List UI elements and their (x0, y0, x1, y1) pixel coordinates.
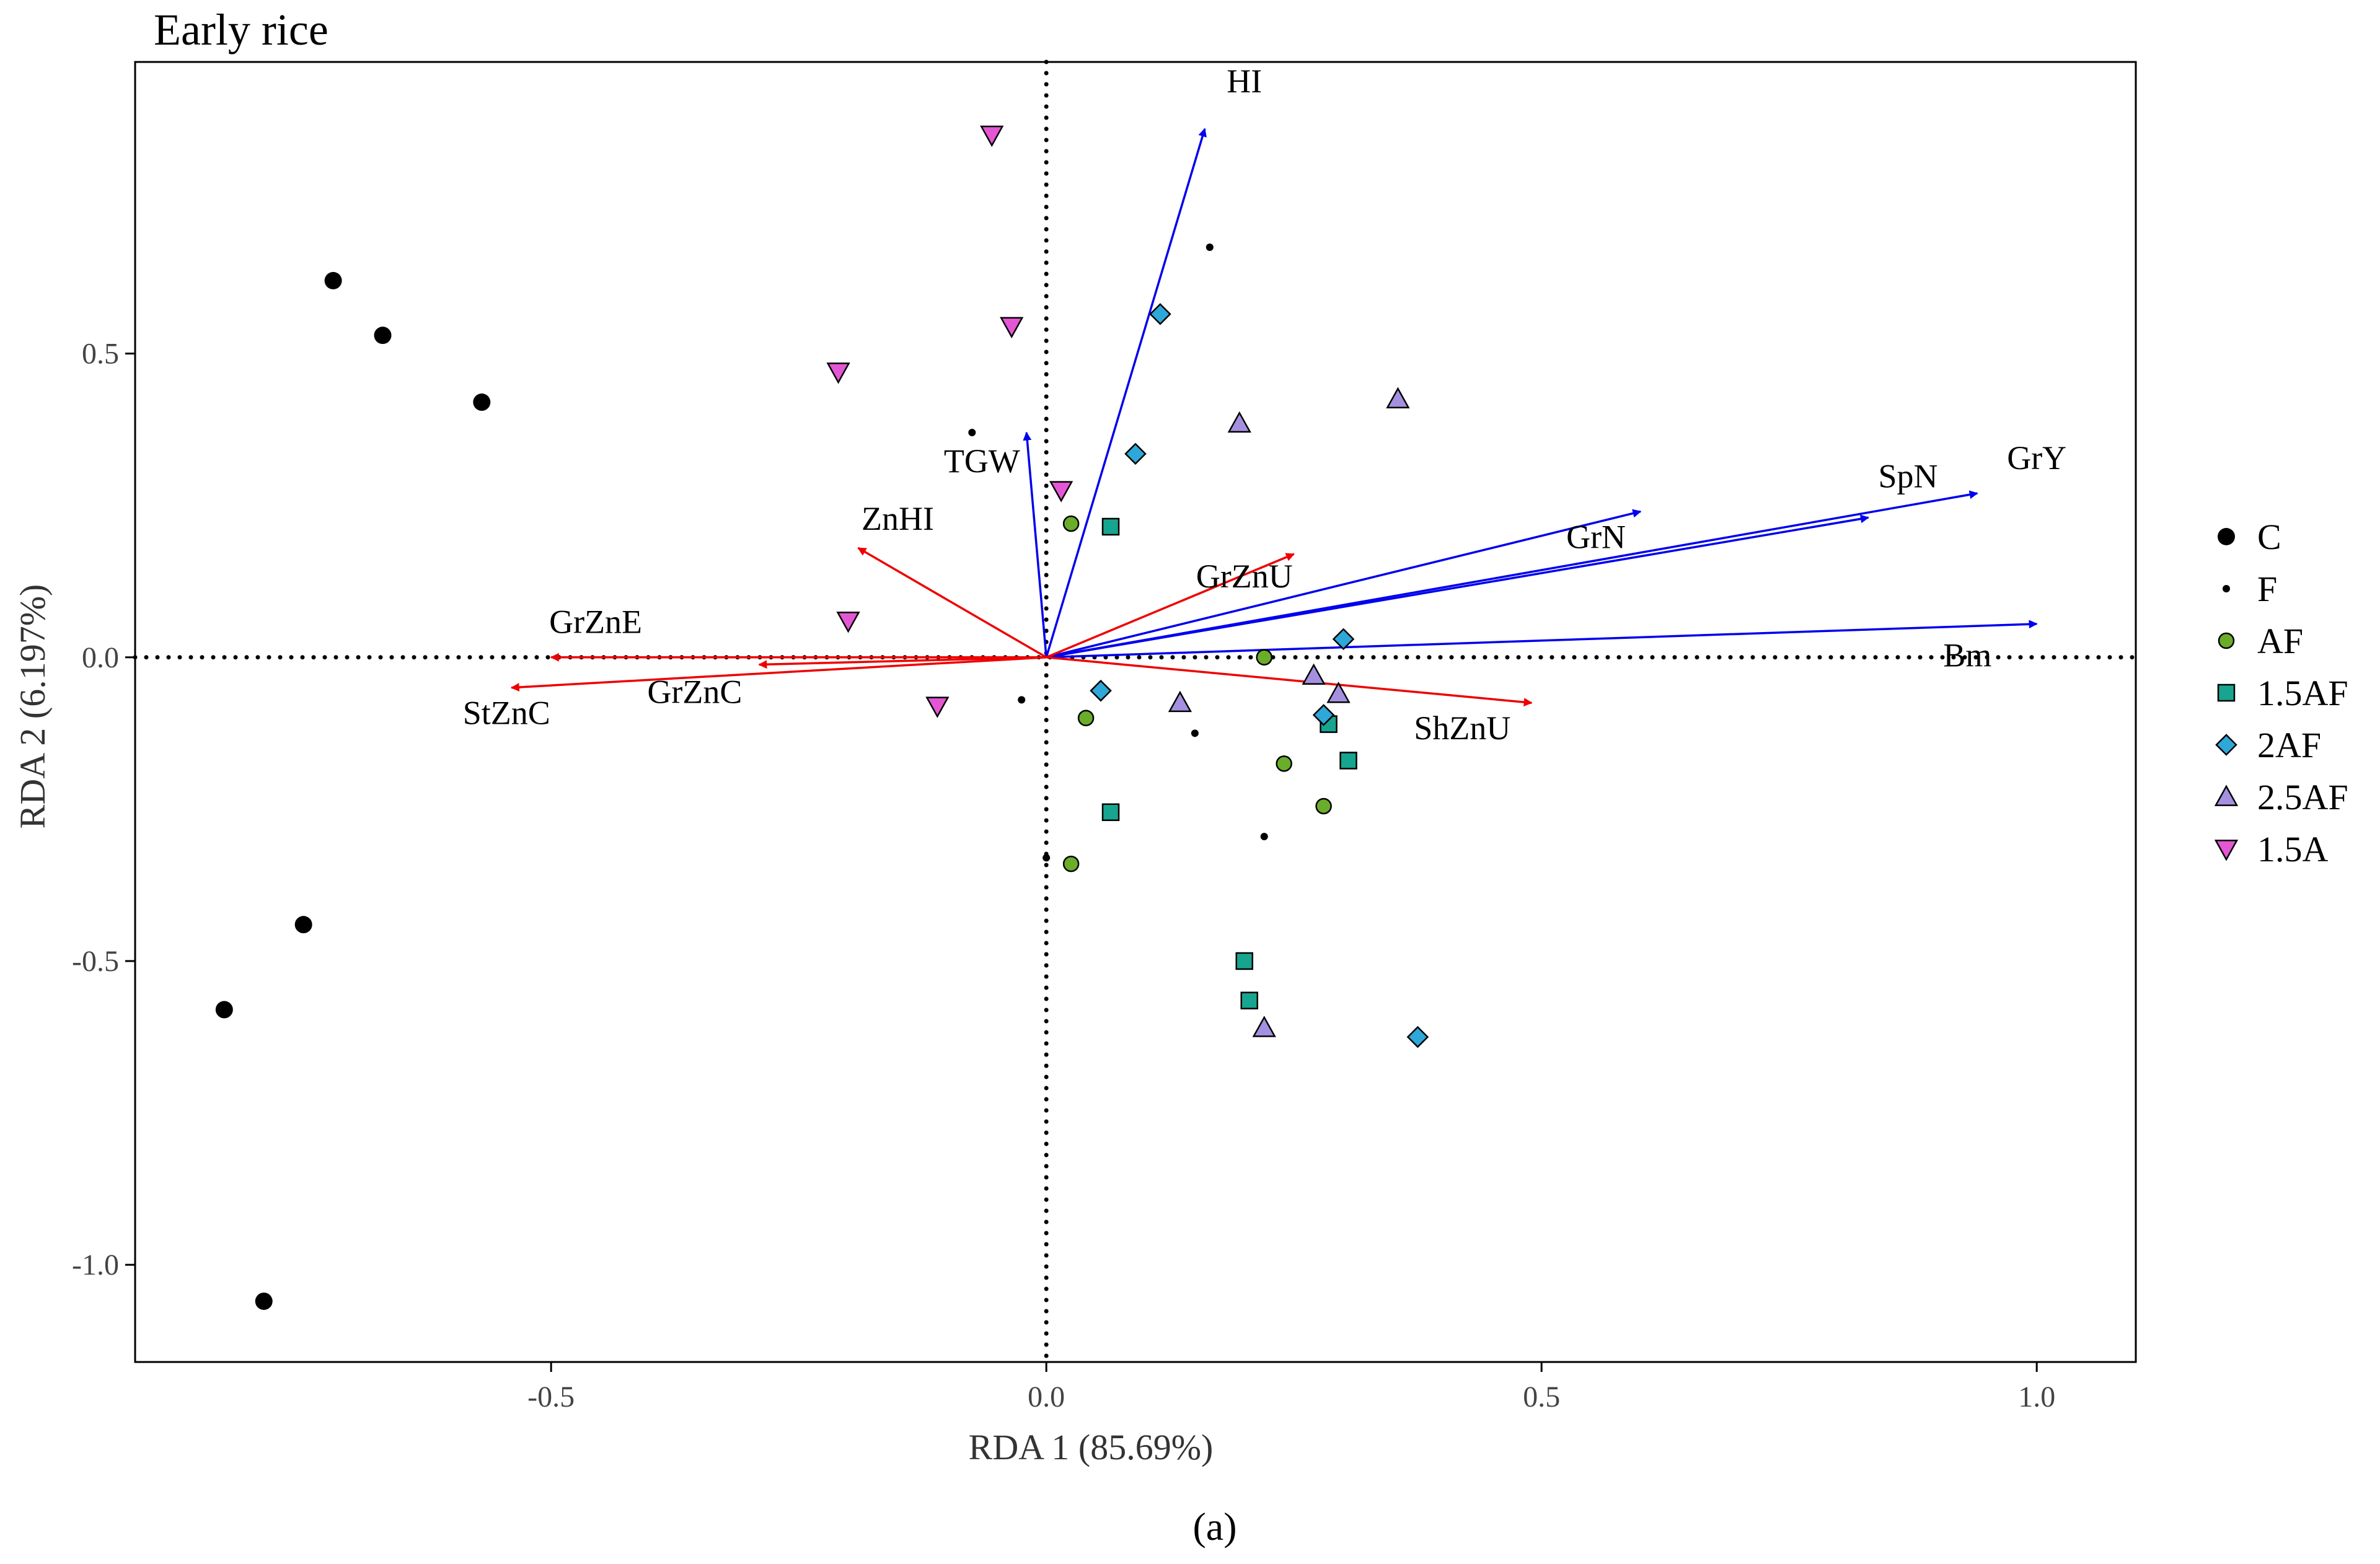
plot-area-frame (134, 61, 2137, 1363)
arrow-label-spn: SpN (1878, 457, 1937, 494)
point-1-5a (1000, 317, 1024, 339)
legend-label-2-5af: 2.5AF (2257, 777, 2348, 817)
point-2af (1090, 679, 1112, 702)
point-af (1062, 515, 1080, 532)
arrow-stznc (510, 656, 1047, 692)
legend-label-2af: 2AF (2257, 725, 2321, 765)
arrow-label-grznc: GrZnC (647, 673, 742, 710)
arrow-label-znhi: ZnHI (862, 500, 934, 537)
point-af (1077, 710, 1095, 727)
legend: CF AF 1.5AF 2AF 2.5AF 1.5A (2214, 517, 2348, 869)
arrow-bm (1046, 620, 2038, 659)
y-tick-label: 0.5 (82, 338, 119, 371)
point-c (473, 393, 491, 411)
point-c (215, 1001, 233, 1019)
x-tick-label: 0.5 (1523, 1381, 1560, 1413)
legend-marker-af (2218, 632, 2235, 649)
point-1-5a (836, 612, 860, 633)
chart-title: Early rice (154, 5, 328, 55)
legend-marker-c (2218, 528, 2235, 545)
point-c (255, 1292, 273, 1310)
point-1-5af (1339, 752, 1357, 770)
point-2-5af (1168, 690, 1192, 713)
point-2-5af (1227, 411, 1251, 433)
arrow-label-grn: GrN (1566, 518, 1626, 555)
y-tick-label: -1.0 (72, 1249, 119, 1281)
legend-label-f: F (2257, 569, 2277, 609)
arrow-znhi (857, 547, 1047, 659)
legend-marker-1-5a (2214, 840, 2239, 861)
y-tick-label: 0.0 (82, 641, 119, 674)
point-2af (1406, 1026, 1429, 1048)
y-axis-label: RDA 2 (6.197%) (12, 584, 53, 829)
arrow-label-gry: GrY (2007, 439, 2066, 477)
point-af (1256, 649, 1272, 666)
x-tick-label: -0.5 (527, 1381, 575, 1413)
point-1-5af (1101, 803, 1120, 822)
x-axis-ticks: -0.5 0.0 0.5 1.0 (527, 1362, 2055, 1413)
point-2-5af (1252, 1016, 1276, 1037)
point-af (1062, 855, 1080, 872)
legend-marker-f (2223, 585, 2230, 592)
arrow-grznc (758, 656, 1047, 669)
point-2-5af (1386, 387, 1410, 408)
arrow-label-tgw: TGW (944, 442, 1020, 480)
x-tick-label: 1.0 (2018, 1381, 2055, 1413)
arrow-hi (1045, 128, 1207, 658)
point-1-5a (1049, 481, 1073, 503)
point-af (1276, 755, 1292, 772)
sample-points (215, 125, 1429, 1310)
y-tick-label: -0.5 (72, 945, 119, 978)
point-f (968, 429, 976, 437)
arrow-gry (1046, 490, 1978, 659)
point-2-5af (1302, 663, 1326, 685)
point-2af (1332, 628, 1355, 651)
point-1-5a (925, 696, 950, 718)
arrow-label-bm: Bm (1943, 636, 1991, 674)
point-2af (1124, 442, 1147, 465)
point-c (294, 916, 312, 934)
legend-label-c: C (2257, 517, 2281, 557)
point-1-5a (980, 125, 1004, 147)
legend-label-1-5a: 1.5A (2257, 829, 2329, 869)
x-tick-label: 0.0 (1028, 1381, 1065, 1413)
point-1-5a (826, 362, 850, 384)
arrow-grn (1046, 509, 1642, 659)
arrow-label-stznc: StZnC (463, 695, 550, 732)
reference-lines (133, 59, 2138, 1364)
point-af (1315, 797, 1332, 815)
point-c (374, 327, 392, 345)
x-axis-label: RDA 1 (85.69%) (969, 1427, 1214, 1467)
point-2-5af (1326, 682, 1351, 703)
point-1-5af (1235, 952, 1254, 970)
point-c (324, 271, 342, 289)
point-f (1018, 696, 1026, 704)
legend-marker-2-5af (2214, 784, 2239, 806)
point-2af (1312, 704, 1335, 726)
legend-label-af: AF (2257, 621, 2303, 661)
legend-label-1-5af: 1.5AF (2257, 673, 2348, 713)
arrow-tgw (1023, 431, 1047, 657)
arrow-grznu (1046, 553, 1295, 659)
point-f (1042, 854, 1051, 862)
point-f (1191, 729, 1199, 737)
arrow-shznu (1046, 656, 1533, 707)
arrow-label-hi: HI (1227, 63, 1262, 100)
point-1-5af (1101, 517, 1120, 536)
point-1-5af (1240, 991, 1259, 1009)
figure-caption: (a) (1192, 1505, 1236, 1549)
arrow-label-grzne: GrZnE (549, 604, 642, 641)
legend-marker-1-5af (2217, 683, 2236, 702)
loading-arrows: HI TGW GrN SpN GrY Bm ZnHI GrZnE StZnC GrZnC GrZnU… (463, 63, 2066, 747)
point-f (1205, 244, 1214, 252)
arrow-label-grznu: GrZnU (1196, 558, 1293, 595)
y-axis-ticks: -1.0 -0.5 0.0 0.5 (72, 338, 135, 1281)
legend-marker-2af (2215, 734, 2237, 756)
point-2af (1149, 303, 1171, 325)
arrow-label-shznu: ShZnU (1414, 710, 1510, 747)
point-f (1260, 832, 1268, 840)
